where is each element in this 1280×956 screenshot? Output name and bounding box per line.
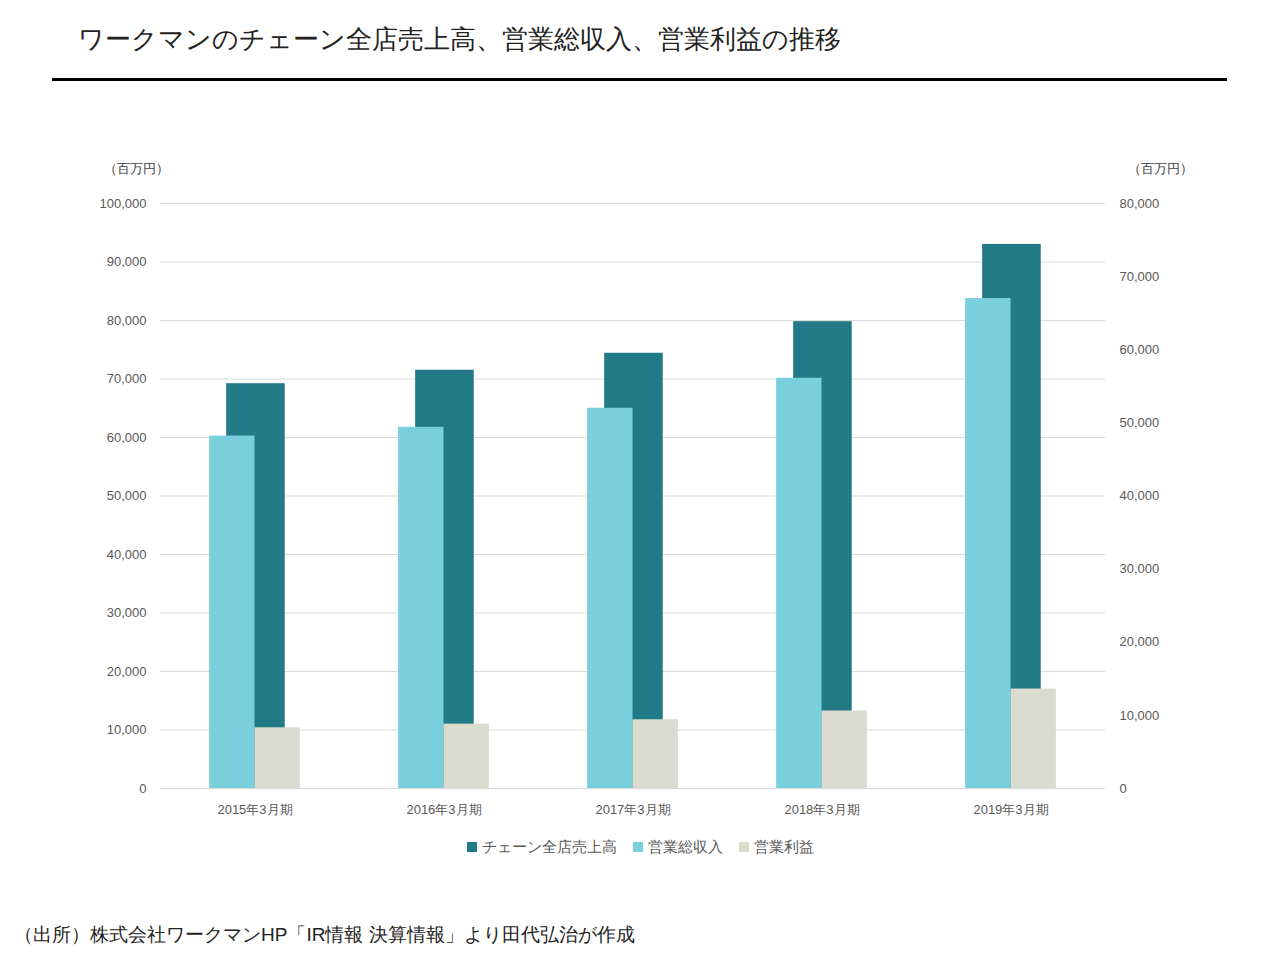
- svg-text:2018年3月期: 2018年3月期: [784, 802, 859, 817]
- svg-text:2015年3月期: 2015年3月期: [217, 802, 292, 817]
- svg-text:10,000: 10,000: [107, 722, 147, 737]
- svg-text:2016年3月期: 2016年3月期: [406, 802, 481, 817]
- svg-text:0: 0: [1120, 781, 1127, 796]
- svg-text:100,000: 100,000: [100, 196, 147, 211]
- svg-text:20,000: 20,000: [107, 664, 147, 679]
- svg-text:10,000: 10,000: [1120, 708, 1160, 723]
- svg-text:80,000: 80,000: [107, 313, 147, 328]
- svg-text:30,000: 30,000: [107, 605, 147, 620]
- html-text:（出所）株式会社ワークマンHP「IR情報 決算情報」より田代: （出所）株式会社ワークマンHP「IR情報 決算情報」より田代弘治が作成: [14, 924, 635, 945]
- svg-text:50,000: 50,000: [1120, 415, 1160, 430]
- svg-text:60,000: 60,000: [107, 430, 147, 445]
- html-text:営業利益: 営業利益: [753, 838, 814, 855]
- html-text:（百万円）: （百万円）: [1128, 161, 1193, 176]
- svg-text:40,000: 40,000: [1120, 488, 1160, 503]
- svg-text:40,000: 40,000: [107, 547, 147, 562]
- svg-text:90,000: 90,000: [107, 254, 147, 269]
- svg-text:2019年3月期: 2019年3月期: [973, 802, 1048, 817]
- svg-text:30,000: 30,000: [1120, 561, 1160, 576]
- svg-text:80,000: 80,000: [1120, 196, 1160, 211]
- svg-text:50,000: 50,000: [107, 488, 147, 503]
- svg-text:2017年3月期: 2017年3月期: [595, 802, 670, 817]
- html-text:ワークマンのチェーン全店売上高、営業総収入、営業利益の推移: ワークマンのチェーン全店売上高、営業総収入、営業利益の推移: [78, 24, 841, 54]
- svg-text:70,000: 70,000: [107, 371, 147, 386]
- html-text:チェーン全店売上高: チェーン全店売上高: [481, 838, 617, 855]
- html-text:（百万円）: （百万円）: [104, 161, 169, 176]
- svg-text:20,000: 20,000: [1120, 634, 1160, 649]
- svg-text:0: 0: [139, 781, 146, 796]
- html-text:営業総収入: 営業総収入: [647, 838, 723, 855]
- svg-text:70,000: 70,000: [1120, 269, 1160, 284]
- svg-text:60,000: 60,000: [1120, 342, 1160, 357]
